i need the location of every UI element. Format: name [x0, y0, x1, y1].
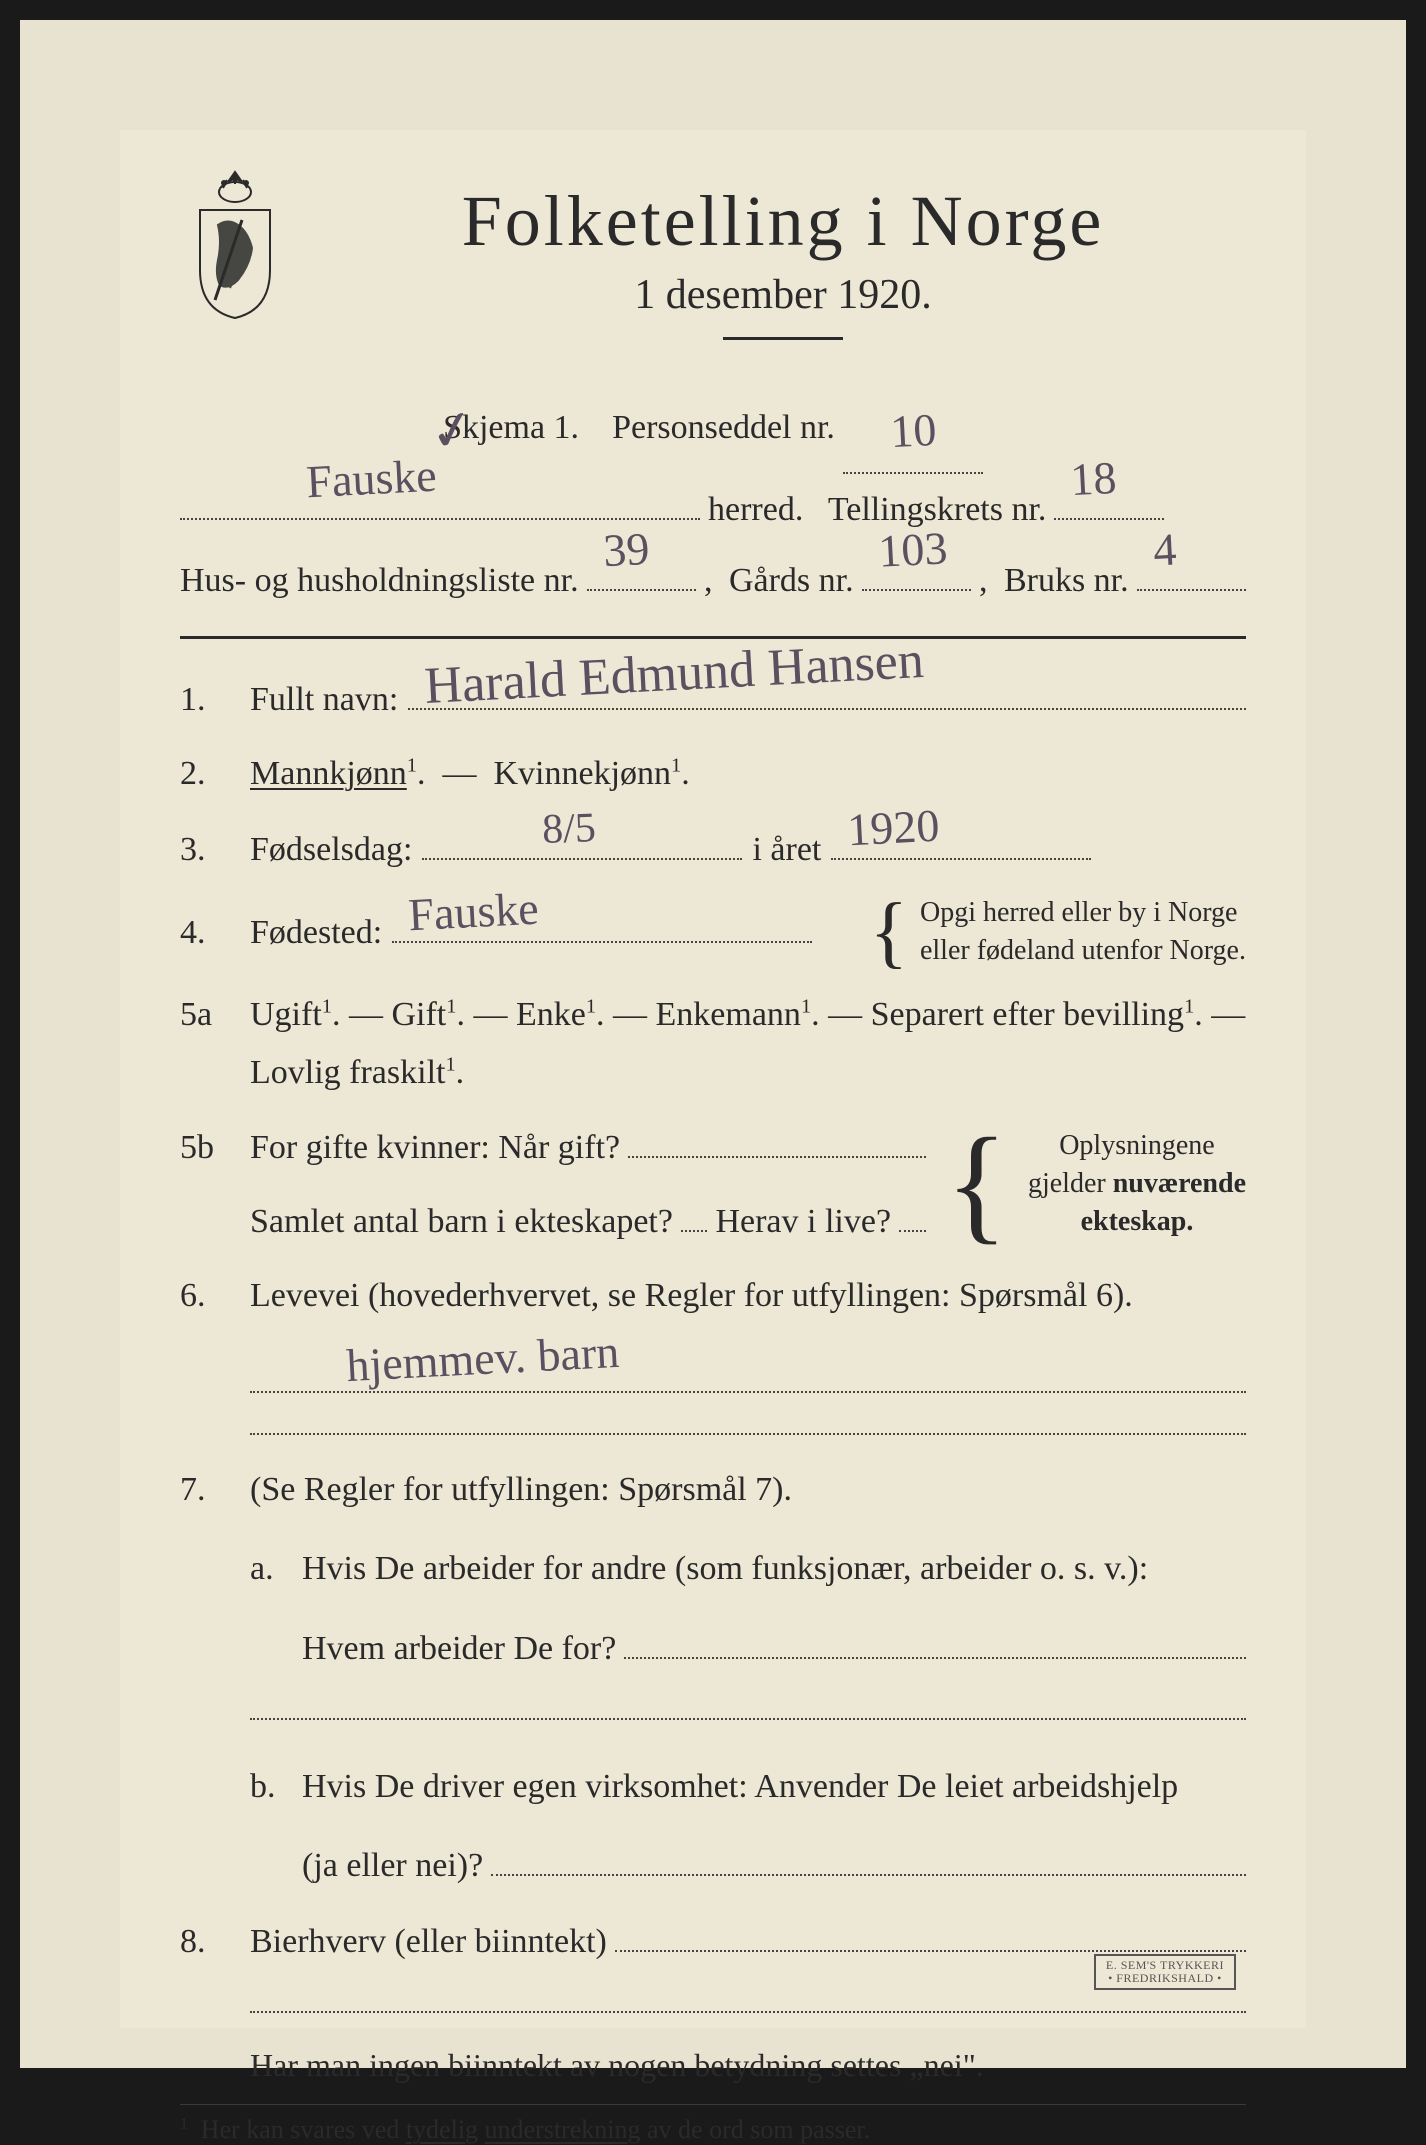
q1-row: 1. Fullt navn: Harald Edmund Hansen: [180, 669, 1246, 729]
q1-num: 1.: [180, 671, 232, 729]
bruks-value: 4: [1144, 502, 1184, 600]
q2-opt-a: Mannkjønn: [250, 755, 407, 792]
q5a-row: 5a Ugift1. — Gift1. — Enke1. — Enkemann1…: [180, 986, 1246, 1102]
q3-row: 3. Fødselsdag: 8/5 i året 1920: [180, 819, 1246, 879]
q5b-note: Oplysningene gjelder nuværende ekteskap.: [1028, 1127, 1246, 1240]
q1-value: Harald Edmund Hansen: [417, 616, 933, 731]
personseddel-field: 10: [843, 375, 983, 474]
q4-label: Fødested:: [250, 904, 382, 962]
q1-field: Harald Edmund Hansen: [408, 669, 1246, 710]
bruks-label: Bruks nr.: [1004, 545, 1129, 616]
question-list: 1. Fullt navn: Harald Edmund Hansen 2. M…: [180, 669, 1246, 2145]
q7-num: 7.: [180, 1461, 232, 1519]
q6-field: hjemmev. barn: [250, 1335, 1246, 1393]
footer-note: Har man ingen biinntekt av nogen betydni…: [250, 2035, 1246, 2096]
main-title: Folketelling i Norge: [320, 180, 1246, 263]
footnote: 1 Her kan svares ved tydelig understrekn…: [180, 2115, 1246, 2145]
q6-num: 6.: [180, 1267, 232, 1325]
q6-row: 6. Levevei (hovederhvervet, se Regler fo…: [180, 1267, 1246, 1445]
q7a-field: [624, 1618, 1246, 1659]
q7a-l1: Hvis De arbeider for andre (som funksjon…: [302, 1540, 1246, 1598]
q6-field-2: [250, 1433, 1246, 1435]
q4-note: Opgi herred eller by i Norge eller fødel…: [920, 894, 1246, 970]
q7b: b. Hvis De driver egen virksomhet: Anven…: [250, 1758, 1246, 1895]
q7a-field-2: [250, 1718, 1246, 1720]
q2-opt-b: Kvinnekjønn: [493, 755, 671, 792]
form-paper: Folketelling i Norge 1 desember 1920. ✓ …: [120, 130, 1306, 2028]
q5b-l2a: Samlet antal barn i ekteskapet?: [250, 1193, 673, 1251]
q3-day-value: 8/5: [541, 793, 597, 866]
q1-label: Fullt navn:: [250, 671, 398, 729]
q5b-gift-field: [628, 1118, 925, 1159]
schema-label-right: Personseddel nr.: [612, 392, 835, 463]
q7b-field: [491, 1836, 1246, 1877]
q5b-row: 5b For gifte kvinner: Når gift? Samlet a…: [180, 1118, 1246, 1251]
q7b-l1: Hvis De driver egen virksomhet: Anvender…: [302, 1758, 1246, 1816]
q2-num: 2.: [180, 745, 232, 803]
q5a-num: 5a: [180, 986, 232, 1044]
q6-label: Levevei (hovederhvervet, se Regler for u…: [250, 1277, 1133, 1314]
q5a-body: Ugift1. — Gift1. — Enke1. — Enkemann1. —…: [250, 986, 1246, 1102]
q5b-barn-field: [681, 1191, 708, 1232]
subtitle: 1 desember 1920.: [320, 271, 1246, 319]
q4-value: Fauske: [401, 869, 547, 955]
q4-field: Fauske: [392, 902, 812, 943]
q4-row: 4. Fødested: Fauske { Opgi herred eller …: [180, 894, 1246, 970]
q7a-num: a.: [250, 1540, 284, 1729]
q3-sep: i året: [752, 821, 821, 879]
husliste-label: Hus- og husholdningsliste nr.: [180, 545, 579, 616]
herred-label: herred.: [708, 474, 803, 545]
q7a-l2: Hvem arbeider De for?: [302, 1620, 616, 1678]
q8-label: Bierhverv (eller biinntekt): [250, 1913, 607, 1971]
q7b-num: b.: [250, 1758, 284, 1895]
q3-label: Fødselsdag:: [250, 821, 412, 879]
herred-value: Fauske: [298, 427, 445, 531]
gards-value: 103: [869, 500, 955, 601]
header: Folketelling i Norge 1 desember 1920.: [180, 170, 1246, 365]
brace-large-icon: {: [946, 1152, 1008, 1217]
q7-row: 7. (Se Regler for utfyllingen: Spørsmål …: [180, 1461, 1246, 1896]
tellingskrets-value: 18: [1062, 430, 1125, 529]
q3-year-value: 1920: [840, 787, 948, 871]
q7b-l2: (ja eller nei)?: [302, 1837, 483, 1895]
q5b-live-field: [899, 1191, 926, 1232]
q3-num: 3.: [180, 821, 232, 879]
q3-year-field: 1920: [831, 819, 1091, 860]
q8-field: [615, 1911, 1246, 1952]
q7a: a. Hvis De arbeider for andre (som funks…: [250, 1540, 1246, 1729]
coat-of-arms-icon: [180, 170, 290, 320]
q6-value: hjemmev. barn: [338, 1313, 627, 1406]
q2-row: 2. Mannkjønn1. — Kvinnekjønn1.: [180, 745, 1246, 803]
husliste-row: Hus- og husholdningsliste nr. 39 , Gårds…: [180, 545, 1246, 616]
q3-day-field: 8/5: [422, 819, 742, 860]
title-block: Folketelling i Norge 1 desember 1920.: [320, 170, 1246, 365]
gards-label: Gårds nr.: [729, 545, 854, 616]
printer-stamp: E. SEM'S TRYKKERI • FREDRIKSHALD •: [1094, 1954, 1236, 1990]
q8-row: 8. Bierhverv (eller biinntekt): [180, 1911, 1246, 1971]
meta-block: ✓ Skjema 1. Personseddel nr. 10 Fauske h…: [180, 375, 1246, 616]
q5b-l2b: Herav i live?: [715, 1193, 891, 1251]
brace-icon: {: [870, 908, 908, 956]
bruks-field: 4: [1137, 550, 1246, 591]
divider-thin: [180, 2104, 1246, 2106]
q5b-num: 5b: [180, 1119, 232, 1177]
husliste-value: 39: [594, 501, 657, 600]
herred-row: Fauske herred. Tellingskrets nr. 18: [180, 474, 1246, 545]
scan-frame: Folketelling i Norge 1 desember 1920. ✓ …: [20, 20, 1406, 2068]
personseddel-value: 10: [882, 382, 945, 481]
q8-num: 8.: [180, 1913, 232, 1971]
gards-field: 103: [862, 550, 971, 591]
q4-num: 4.: [180, 904, 232, 962]
q8-field-2: [250, 2011, 1246, 2013]
q5b-l1: For gifte kvinner: Når gift?: [250, 1119, 620, 1177]
q7-label: (Se Regler for utfyllingen: Spørsmål 7).: [250, 1471, 792, 1508]
husliste-field: 39: [587, 550, 696, 591]
title-rule: [723, 337, 843, 340]
